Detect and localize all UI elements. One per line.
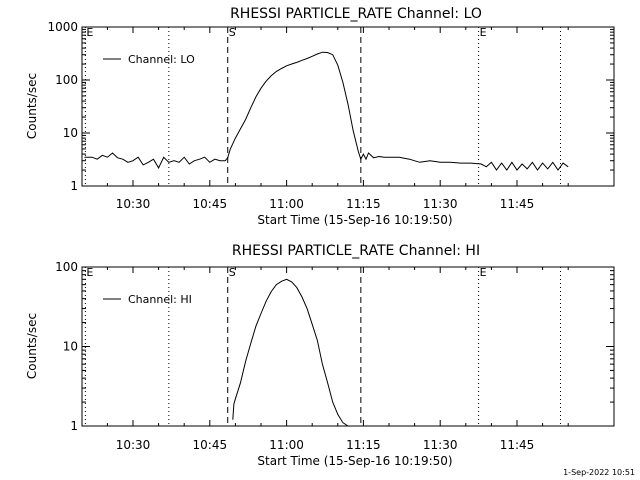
y-tick-label: 1	[70, 419, 78, 433]
y-tick-label: 1000	[47, 20, 78, 34]
x-tick-label: 11:45	[500, 438, 535, 452]
chart-panel-lo: RHESSI PARTICLE_RATE Channel: LO 10:30 10:…	[25, 6, 615, 227]
legend-label: Channel: LO	[128, 53, 195, 66]
x-tick-label: 11:15	[346, 438, 381, 452]
x-axis-label: Start Time (15-Sep-16 10:19:50)	[257, 213, 452, 227]
x-tick-label: 11:00	[269, 438, 304, 452]
x-tick-label: 11:15	[346, 197, 381, 211]
marker-label: E	[86, 266, 93, 279]
x-tick-label: 11:45	[500, 197, 535, 211]
x-tick-label: 11:00	[269, 197, 304, 211]
y-tick-label: 10	[63, 340, 78, 354]
marker-label: E	[86, 26, 93, 39]
series-line	[84, 51, 569, 171]
date-stamp: 1-Sep-2022 10:51	[563, 468, 635, 477]
marker-label: E	[480, 266, 487, 279]
marker-label: E	[480, 26, 487, 39]
x-tick-label: 11:30	[423, 438, 458, 452]
y-tick-label: 10	[63, 126, 78, 140]
legend-label: Channel: HI	[128, 293, 192, 306]
y-tick-label: 1	[70, 179, 78, 193]
x-tick-label: 10:30	[116, 197, 151, 211]
x-axis-label: Start Time (15-Sep-16 10:19:50)	[257, 454, 452, 468]
y-tick-label: 100	[55, 260, 78, 274]
chart-panel-hi: RHESSI PARTICLE_RATE Channel: HI 10:30 10:…	[25, 243, 615, 468]
plot-frame	[81, 266, 615, 427]
x-tick-label: 10:45	[193, 197, 228, 211]
marker-label: S	[229, 26, 236, 39]
series-line	[232, 278, 349, 427]
x-tick-label: 10:30	[116, 438, 151, 452]
plot-frame	[81, 26, 615, 187]
marker-label: S	[229, 266, 236, 279]
x-tick-label: 10:45	[193, 438, 228, 452]
chart-title: RHESSI PARTICLE_RATE Channel: HI	[232, 243, 480, 259]
y-axis-label: Counts/sec	[25, 313, 39, 379]
x-tick-label: 11:30	[423, 197, 458, 211]
y-axis-label: Counts/sec	[25, 73, 39, 139]
chart-title: RHESSI PARTICLE_RATE Channel: LO	[230, 6, 482, 22]
y-tick-label: 100	[55, 73, 78, 87]
